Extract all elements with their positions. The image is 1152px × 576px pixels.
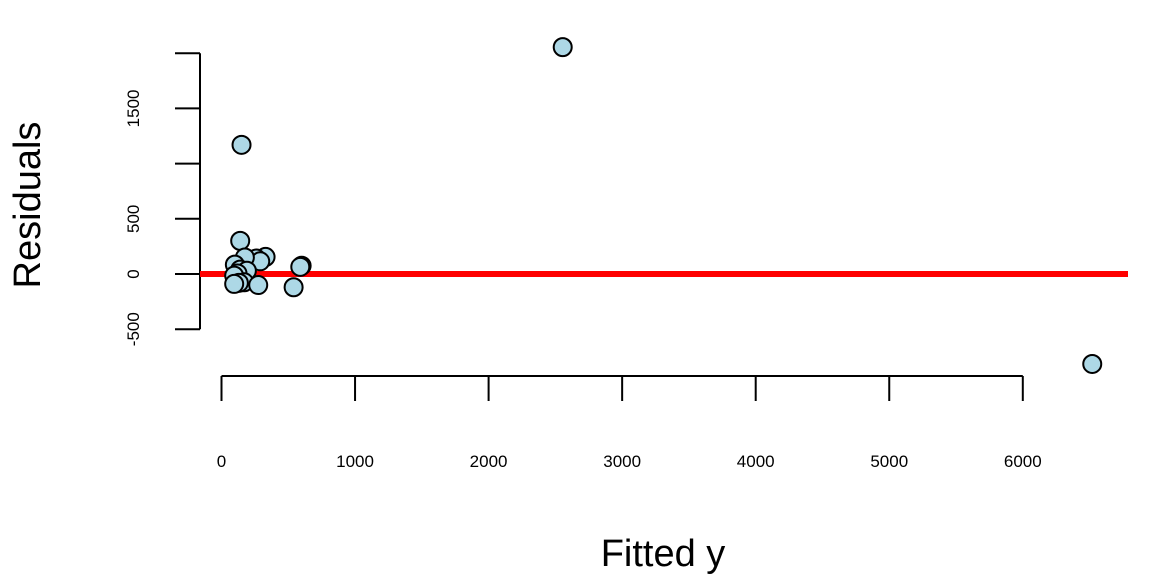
data-point: [290, 256, 311, 277]
y-tick-label: 500: [124, 205, 143, 233]
data-point: [283, 277, 304, 298]
x-tick-label: 0: [217, 452, 226, 471]
data-point: [1082, 353, 1103, 374]
x-tick-label: 3000: [603, 452, 641, 471]
x-tick-label: 2000: [470, 452, 508, 471]
x-tick-label: 6000: [1004, 452, 1042, 471]
data-point: [224, 273, 245, 294]
data-point: [248, 275, 269, 296]
scatter-points: [224, 37, 1103, 374]
y-tick-label: 0: [124, 269, 143, 278]
y-axis: -500 0 500 1500: [124, 52, 201, 346]
y-axis-title: Residuals: [7, 122, 49, 289]
x-axis-title: Fitted y: [601, 533, 726, 575]
x-axis: 0 1000 2000 3000 4000 5000 6000: [217, 375, 1042, 471]
y-tick-label: 1500: [124, 89, 143, 127]
y-tick-label: -500: [124, 312, 143, 346]
data-point: [230, 230, 251, 251]
data-point: [231, 134, 252, 155]
x-tick-label: 1000: [336, 452, 374, 471]
x-tick-label: 4000: [737, 452, 775, 471]
x-tick-label: 5000: [870, 452, 908, 471]
data-point: [552, 37, 573, 58]
